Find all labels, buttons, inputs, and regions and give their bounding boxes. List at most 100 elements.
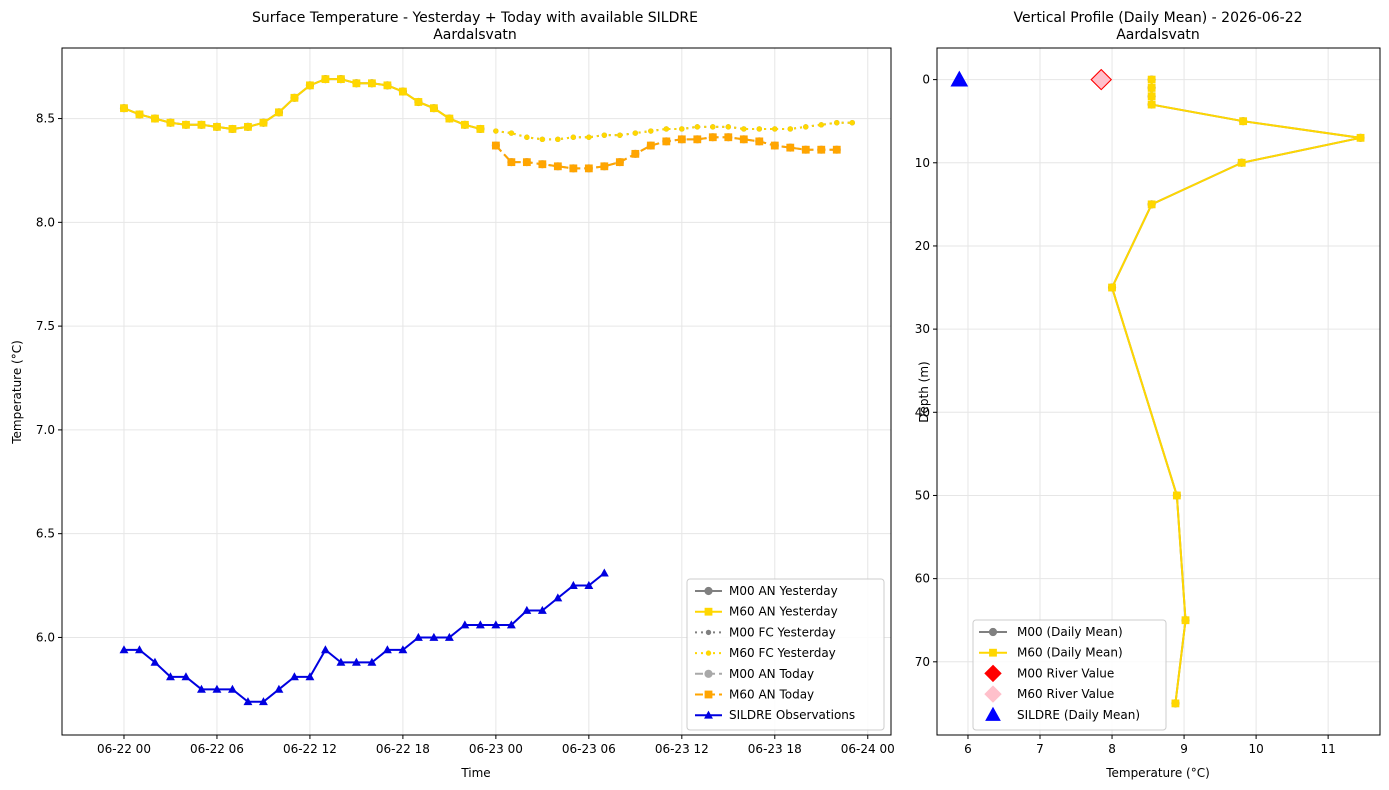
legend-label: M60 (Daily Mean) xyxy=(1017,646,1123,660)
vertical-profile-chart: Vertical Profile (Daily Mean) - 2026-06-… xyxy=(915,10,1381,780)
legend-box xyxy=(686,578,885,731)
data-point xyxy=(679,126,685,132)
data-point xyxy=(227,684,237,693)
series-m60-daily-mean- xyxy=(1108,75,1365,708)
data-point xyxy=(741,126,747,132)
legend-swatch-marker xyxy=(704,586,713,596)
data-point xyxy=(584,164,593,173)
series-m60-fc-yesterday xyxy=(493,120,855,143)
data-point xyxy=(708,133,717,142)
data-point xyxy=(429,632,439,641)
right-y-tick-label: 50 xyxy=(915,488,930,502)
data-point xyxy=(1147,75,1156,84)
data-point xyxy=(849,120,855,126)
right-y-axis-label: Depth (m) xyxy=(917,361,931,422)
data-point xyxy=(244,122,252,131)
data-point xyxy=(599,568,609,577)
right-x-tick-label: 11 xyxy=(1320,742,1335,756)
series-line xyxy=(495,121,853,141)
data-point xyxy=(555,136,561,143)
data-point xyxy=(522,158,531,167)
data-point xyxy=(151,114,159,123)
left-plot-frame xyxy=(61,47,892,736)
right-series xyxy=(950,68,1365,708)
data-point xyxy=(601,132,608,138)
left-x-tick-label: 06-22 18 xyxy=(376,742,430,756)
right-y-tick-label: 20 xyxy=(915,239,930,253)
legend-label: M00 (Daily Mean) xyxy=(1017,625,1123,639)
data-point xyxy=(337,75,345,84)
legend-swatch-marker xyxy=(704,710,713,719)
legend-label: M00 AN Today xyxy=(729,667,814,681)
data-point xyxy=(631,149,640,158)
data-point xyxy=(1147,92,1156,101)
data-point xyxy=(320,645,330,654)
right-y-ticks: 0 10 20 30 40 50 60 70 xyxy=(915,73,937,669)
right-y-tick-label: 30 xyxy=(915,322,930,336)
data-point xyxy=(212,684,222,693)
legend-label: M60 AN Yesterday xyxy=(729,605,838,619)
data-point xyxy=(367,657,377,666)
left-y-tick-label: 6.5 xyxy=(36,527,55,541)
right-x-tick-label: 9 xyxy=(1180,742,1188,756)
data-point xyxy=(662,137,671,146)
data-point xyxy=(710,124,716,130)
data-point xyxy=(817,145,826,154)
right-legend: M00 (Daily Mean) M60 (Daily Mean) M00 Rive… xyxy=(972,619,1167,731)
right-x-tick-label: 6 xyxy=(964,742,972,756)
data-point xyxy=(429,104,438,113)
series-m60-river-value xyxy=(1090,68,1112,91)
legend-swatch-marker xyxy=(984,664,1002,683)
data-point xyxy=(398,645,408,654)
data-point xyxy=(663,126,670,132)
left-chart-subtitle: Aardalsvatn xyxy=(433,27,517,43)
data-point xyxy=(694,124,701,130)
data-point xyxy=(213,122,221,131)
data-point xyxy=(756,126,762,132)
left-x-tick-label: 06-24 00 xyxy=(841,742,895,756)
legend-swatch-marker xyxy=(705,629,712,636)
left-x-ticks: 06-22 00 06-22 06 06-22 12 06-22 18 06-23 00… xyxy=(97,735,895,756)
data-point xyxy=(1356,133,1365,142)
data-point xyxy=(444,632,454,641)
left-y-axis-label: Temperature (°C) xyxy=(10,340,24,445)
data-point xyxy=(537,605,547,614)
data-point xyxy=(569,164,578,173)
legend-label: M60 River Value xyxy=(1017,687,1114,701)
right-plot-frame xyxy=(936,47,1381,736)
legend-swatch-marker xyxy=(989,648,997,657)
data-point xyxy=(491,141,500,150)
data-point xyxy=(725,124,731,130)
legend-label: M00 River Value xyxy=(1017,666,1114,680)
data-point xyxy=(336,657,346,666)
data-point xyxy=(383,81,392,90)
data-point xyxy=(570,134,577,140)
data-point xyxy=(445,114,454,123)
data-point xyxy=(1172,491,1181,500)
data-point xyxy=(1147,84,1156,92)
data-point xyxy=(950,70,969,87)
left-y-tick-label: 7.0 xyxy=(36,423,55,437)
series-line xyxy=(123,78,481,130)
data-point xyxy=(1181,616,1190,625)
right-x-axis-label: Temperature (°C) xyxy=(1105,766,1210,780)
right-chart-subtitle: Aardalsvatn xyxy=(1116,27,1200,43)
data-point xyxy=(539,136,546,143)
data-point xyxy=(135,645,144,654)
data-point xyxy=(475,620,485,629)
data-point xyxy=(181,672,191,681)
data-point xyxy=(677,135,686,144)
data-point xyxy=(834,120,840,126)
data-point xyxy=(1147,100,1156,109)
series-line xyxy=(123,78,481,130)
left-x-tick-label: 06-23 06 xyxy=(562,742,616,756)
right-y-tick-label: 40 xyxy=(915,405,930,419)
data-point xyxy=(801,145,810,154)
data-point xyxy=(351,657,361,666)
data-point xyxy=(306,81,314,90)
left-x-tick-label: 06-23 00 xyxy=(469,742,523,756)
series-sildre-observations xyxy=(119,568,609,706)
data-point xyxy=(1147,200,1156,209)
data-point xyxy=(476,125,485,133)
